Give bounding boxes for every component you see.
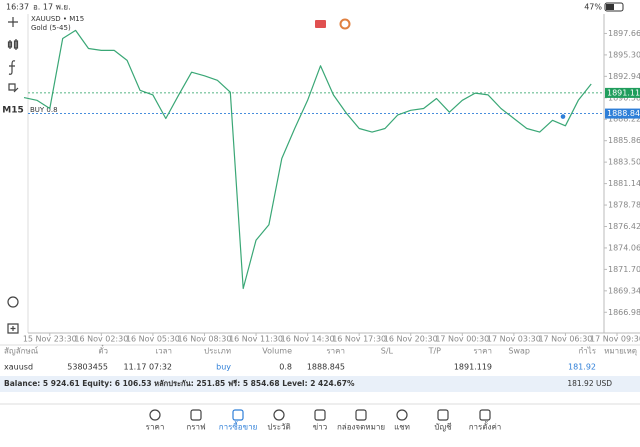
cell-time[interactable]: 11.17 07:32 [124, 363, 173, 372]
y-tick-label: 1885.860 [608, 136, 640, 145]
nav-icon[interactable] [273, 409, 285, 421]
nav-label[interactable]: ราคา [146, 423, 165, 432]
nav-icon[interactable] [396, 409, 408, 421]
y-tick-label: 1895.300 [608, 50, 640, 59]
nav-icon[interactable] [314, 409, 326, 421]
battery-level [606, 4, 614, 10]
buy-price-label: 1888.845 [607, 109, 640, 118]
nav-label[interactable]: ข่าว [313, 423, 327, 432]
current-price-label: 1891.119 [607, 88, 640, 97]
nav-icon[interactable] [190, 409, 202, 421]
trade-marker [560, 114, 566, 119]
nav-icon[interactable] [437, 409, 449, 421]
column-header: กำไร [578, 347, 596, 356]
flag-icon [315, 20, 326, 28]
y-tick-label: 1892.940 [608, 72, 640, 81]
x-tick-label: 17 Nov 00:30 [435, 335, 489, 344]
x-tick-label: 16 Nov 02:30 [74, 335, 128, 344]
timeframe-button[interactable]: M15 [2, 106, 23, 116]
battery-icon [604, 2, 624, 12]
nav-label[interactable]: บัญชี [434, 423, 452, 432]
status-time: 16:37 [6, 3, 29, 12]
buy-price-tag [605, 108, 640, 119]
cell-ticket[interactable]: 53803455 [67, 363, 108, 372]
total-profit: 181.92 USD [567, 379, 612, 388]
y-tick-label: 1897.660 [608, 29, 640, 38]
nav-icon[interactable] [232, 409, 244, 421]
column-header: ราคา [326, 347, 345, 356]
symbol-label[interactable]: XAUUSD • M15 [31, 15, 84, 23]
nav-icon[interactable] [479, 409, 491, 421]
x-tick-label: 16 Nov 05:30 [126, 335, 180, 344]
cell-price[interactable]: 1891.119 [454, 363, 492, 372]
crosshair-icon[interactable] [8, 17, 18, 27]
cell-volume[interactable]: 0.8 [279, 363, 292, 372]
x-tick-label: 17 Nov 06:30 [538, 335, 592, 344]
column-header: T/P [428, 347, 442, 356]
column-header: ตั๋ว [98, 344, 108, 355]
column-header: Swap [508, 347, 530, 356]
nav-icon[interactable] [355, 409, 367, 421]
cell-type[interactable]: buy [216, 363, 231, 372]
cell-open-price[interactable]: 1888.845 [307, 363, 345, 372]
trades-table: สัญลักษณ์ ตั๋ว เวลา ประเภท Volume ราคา S/L T/P ร… [4, 344, 637, 371]
zoom-icon[interactable] [7, 296, 19, 308]
column-header: หมายเหตุ [604, 347, 637, 356]
nav-label[interactable]: กราฟ [186, 423, 206, 432]
x-tick-label: 17 Nov 03:30 [487, 335, 541, 344]
x-tick-label: 16 Nov 08:30 [178, 335, 232, 344]
x-tick-label: 16 Nov 11:30 [229, 335, 283, 344]
bottom-nav: ราคา กราฟ การซื้อขาย ประวัติ ข่าว กล่องจดหมาย… [146, 409, 502, 432]
x-tick-label: 16 Nov 17:30 [332, 335, 386, 344]
column-header: ประเภท [204, 347, 231, 356]
column-header: สัญลักษณ์ [4, 346, 39, 356]
nav-label[interactable]: ประวัติ [267, 423, 290, 432]
column-header: S/L [381, 347, 394, 356]
y-tick-label: 1881.140 [608, 179, 640, 188]
nav-icon[interactable] [149, 409, 161, 421]
nav-label[interactable]: การซื้อขาย [219, 421, 258, 432]
flag-icon [339, 18, 351, 30]
nav-label[interactable]: กล่องจดหมาย [337, 423, 385, 432]
order-label: BUY 0.8 [30, 106, 58, 114]
column-header: Volume [262, 347, 292, 356]
nav-label[interactable]: แชท [394, 423, 410, 432]
column-header: ราคา [473, 347, 492, 356]
y-tick-label: 1869.340 [608, 286, 640, 295]
price-line [23, 29, 592, 290]
y-tick-label: 1866.980 [608, 308, 640, 317]
indicator-icon[interactable] [8, 60, 16, 75]
x-tick-label: 16 Nov 14:30 [281, 335, 335, 344]
indicator-label[interactable]: Gold (5-45) [31, 24, 71, 32]
y-tick-label: 1878.780 [608, 201, 640, 210]
x-tick-label: 15 Nov 23:30 [23, 335, 77, 344]
column-header: เวลา [155, 347, 172, 356]
add-icon[interactable] [7, 323, 19, 334]
status-battery: 47% [584, 3, 602, 12]
x-tick-label: 16 Nov 20:30 [384, 335, 438, 344]
status-date: อ. 17 พ.ย. [33, 3, 71, 12]
cell-symbol[interactable]: xauusd [4, 363, 33, 372]
current-price-tag [605, 87, 640, 98]
nav-label[interactable]: การตั้งค่า [469, 421, 502, 432]
summary-bar [0, 376, 640, 392]
y-tick-label: 1874.060 [608, 243, 640, 252]
chart: 1897.6601895.3001892.9401890.5801888.220… [23, 29, 640, 344]
y-tick-label: 1888.220 [608, 115, 640, 124]
candle-icon[interactable] [7, 39, 19, 50]
x-tick-label: 17 Nov 09:30 [590, 335, 640, 344]
y-tick-label: 1876.420 [608, 222, 640, 231]
y-tick-label: 1871.700 [608, 265, 640, 274]
account-summary: Balance: 5 924.61 Equity: 6 106.53 หลักป… [4, 379, 355, 388]
y-tick-label: 1883.500 [608, 158, 640, 167]
cell-profit[interactable]: 181.92 [568, 363, 596, 372]
objects-icon[interactable] [8, 83, 19, 93]
